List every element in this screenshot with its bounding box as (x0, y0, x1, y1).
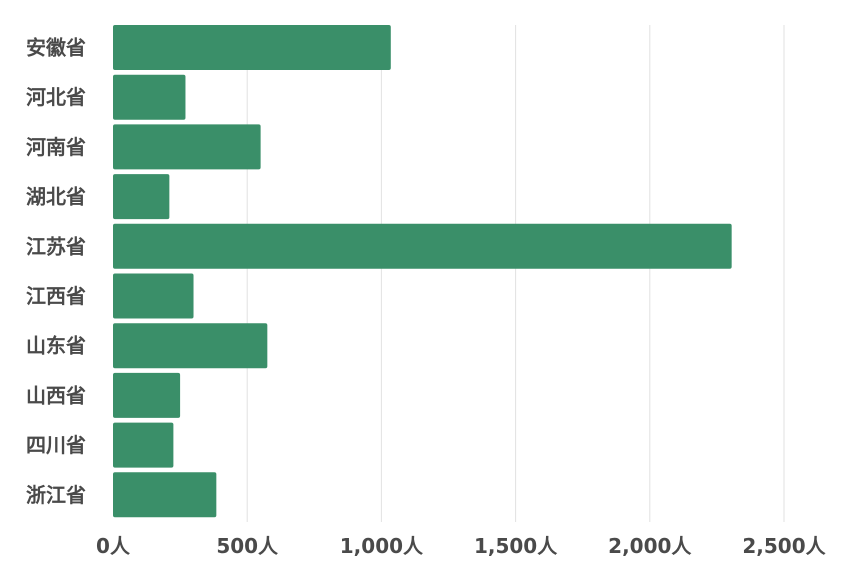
x-tick-label: 1,000人 (340, 534, 424, 558)
bar (113, 472, 217, 518)
bars (113, 25, 732, 518)
category-label: 浙江省 (26, 483, 86, 507)
category-label: 河南省 (26, 135, 86, 159)
bar (113, 74, 186, 120)
bar (113, 323, 268, 369)
bar (113, 174, 170, 220)
bar (113, 223, 732, 269)
bar (113, 372, 181, 418)
bar (113, 124, 261, 170)
x-tick-label: 0人 (96, 534, 131, 558)
x-tick-label: 500人 (216, 534, 279, 558)
bar (113, 273, 194, 319)
category-label: 山东省 (26, 334, 86, 358)
category-label: 安徽省 (26, 36, 86, 60)
category-label: 江苏省 (26, 234, 86, 258)
x-axis-tick-labels: 0人 500人 1,000人 1,500人 2,000人 2,500人 (96, 534, 827, 558)
category-label: 四川省 (26, 433, 86, 457)
x-tick-label: 1,500人 (474, 534, 558, 558)
category-label: 山西省 (26, 383, 86, 407)
gridlines (246, 25, 785, 522)
bar (113, 422, 174, 468)
category-label: 江西省 (26, 284, 86, 308)
category-label: 湖北省 (26, 185, 86, 209)
bar (113, 25, 391, 70)
x-tick-label: 2,500人 (742, 534, 826, 558)
category-label: 河北省 (26, 85, 86, 109)
x-tick-label: 2,000人 (608, 534, 692, 558)
